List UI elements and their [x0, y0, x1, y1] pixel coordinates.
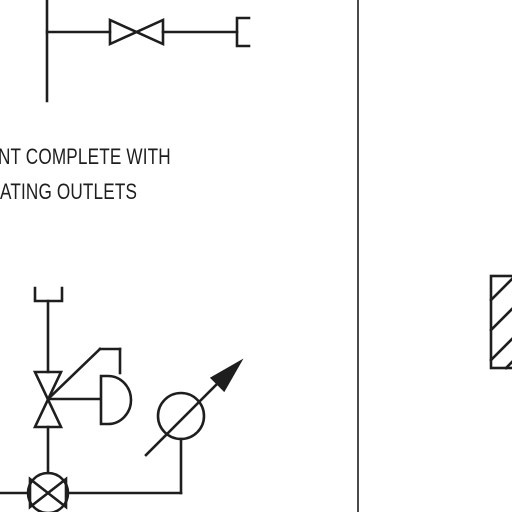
pressure-gauge-icon	[144, 358, 244, 457]
gate-valve-icon	[108, 17, 165, 47]
hatched-equipment-icon	[489, 274, 512, 370]
pipe-end-cap-icon	[235, 16, 251, 48]
upper-main-pipe	[45, 0, 239, 103]
diaphragm-actuator-icon	[99, 374, 133, 426]
note-line-outlets: ATING OUTLETS	[0, 179, 138, 204]
ball-valve-icon	[26, 471, 70, 512]
open-pipe-end-icon	[33, 286, 64, 303]
note-line-complete-with: NT COMPLETE WITH	[0, 144, 171, 169]
lower-header-pipe	[0, 437, 183, 495]
pressure-regulating-valve-icon	[32, 347, 122, 429]
